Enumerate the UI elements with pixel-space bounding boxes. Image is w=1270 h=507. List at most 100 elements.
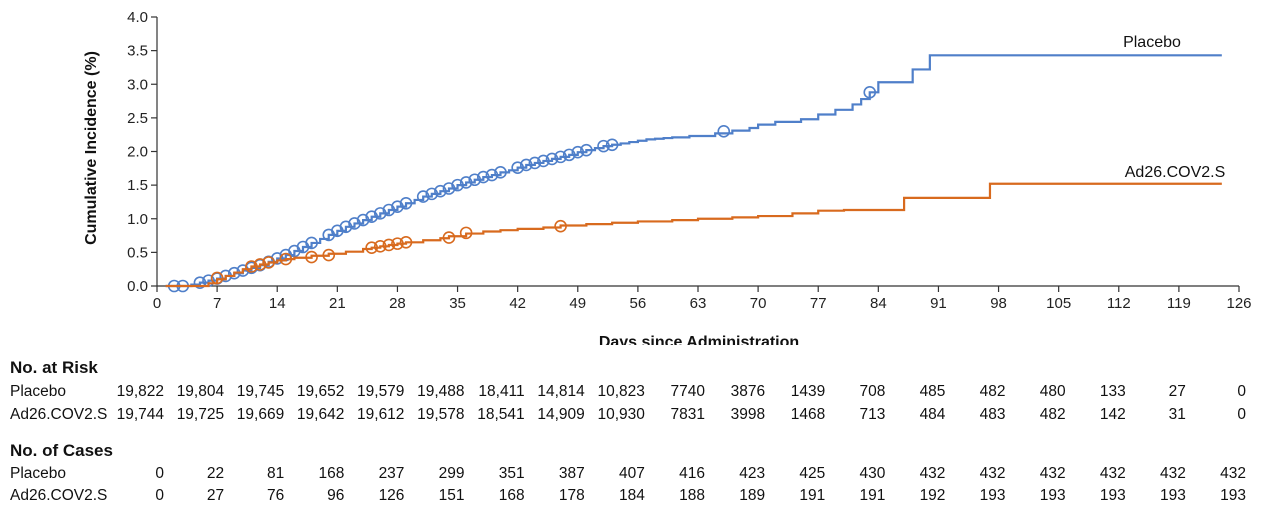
censor-mark-placebo (597, 139, 610, 153)
table-cell: 1439 (790, 383, 826, 400)
table-cell: 19,822 (116, 383, 164, 400)
censor-mark-ad26 (382, 238, 396, 252)
censor-mark-placebo (554, 150, 567, 164)
table-cell: 168 (498, 487, 525, 504)
censor-mark-placebo (425, 187, 439, 201)
table-cell: 3998 (730, 406, 766, 423)
censor-mark-placebo (717, 125, 731, 138)
censor-mark-placebo (562, 148, 576, 162)
table-cell: 184 (619, 487, 645, 504)
table-cell: 432 (1099, 465, 1126, 482)
censor-mark-ad26 (365, 241, 378, 254)
table-cell: 168 (318, 465, 345, 482)
censor-mark-placebo (416, 190, 430, 203)
table-cell: 19,578 (417, 406, 465, 423)
table-cell: 193 (1220, 487, 1246, 504)
table-cell: 27 (206, 487, 225, 504)
censor-mark-placebo (477, 170, 490, 184)
x-tick-label: 84 (870, 295, 887, 312)
cases-table-title: No. of Cases (10, 441, 113, 460)
table-cell: 485 (919, 383, 946, 400)
censor-mark-ad26 (279, 252, 293, 266)
censor-mark-ad26 (459, 226, 473, 240)
censor-mark-ad26 (210, 271, 224, 285)
censor-mark-placebo (451, 178, 464, 192)
series-label-placebo: Placebo (1123, 34, 1181, 51)
risk-row-ad26: Ad26.COV2.S 19,744 19,725 19,669 19,642 19,61… (0, 406, 1270, 426)
table-cell: 432 (919, 465, 946, 482)
censor-mark-placebo (537, 154, 550, 168)
row-label: Ad26.COV2.S (10, 406, 108, 423)
censor-mark-placebo (391, 200, 404, 213)
table-cell: 96 (327, 487, 345, 504)
table-cell: 18,541 (477, 406, 525, 423)
table-cell: 14,909 (537, 406, 585, 423)
censor-mark-ad26 (373, 240, 387, 253)
censor-mark-ad26 (442, 231, 456, 244)
table-cell: 191 (799, 487, 826, 504)
table-cell: 19,744 (116, 406, 164, 423)
table-cell: 22 (206, 465, 225, 482)
x-tick-label: 21 (329, 295, 346, 312)
table-cell: 482 (979, 383, 1006, 400)
x-tick-label: 98 (990, 295, 1007, 312)
risk-table-title: No. at Risk (10, 358, 98, 377)
table-cell: 31 (1168, 406, 1186, 423)
censor-mark-ad26 (253, 258, 267, 271)
table-cell: 192 (919, 487, 946, 504)
y-tick-label: 3.5 (127, 43, 148, 60)
table-cell: 10,823 (597, 383, 645, 400)
x-tick-label: 35 (449, 295, 466, 312)
table-cell: 19,652 (296, 383, 345, 400)
y-axis-label: Cumulative Incidence (%) (83, 51, 100, 245)
risk-row-placebo: Placebo 19,822 19,804 19,745 19,652 19,579 19,… (0, 383, 1270, 403)
x-tick-label: 14 (269, 295, 286, 312)
table-cell: 0 (155, 465, 164, 482)
censor-mark-placebo (348, 217, 361, 230)
x-tick-label: 112 (1107, 295, 1131, 312)
row-label: Ad26.COV2.S (10, 487, 108, 504)
x-tick-label: 7 (213, 295, 221, 312)
censor-mark-placebo (519, 158, 533, 172)
table-cell: 484 (919, 406, 946, 423)
censor-mark-ad26 (262, 256, 275, 269)
table-cell: 480 (1039, 383, 1066, 400)
censor-mark-ad26 (245, 260, 258, 273)
table-cell: 0 (1237, 383, 1246, 400)
censor-mark-placebo (511, 161, 524, 174)
row-label: Placebo (10, 465, 67, 482)
censor-mark-ad26 (322, 248, 336, 262)
x-tick-label: 0 (153, 295, 161, 312)
table-cell: 18,411 (478, 383, 525, 400)
table-cell: 27 (1168, 383, 1186, 400)
table-cell: 482 (1039, 406, 1066, 423)
censor-mark-placebo (605, 138, 619, 152)
table-cell: 14,814 (537, 383, 585, 400)
table-cell: 3876 (730, 383, 766, 400)
table-cell: 193 (1039, 487, 1066, 504)
y-tick-label: 4.0 (127, 9, 148, 26)
table-cell: 407 (619, 465, 645, 482)
censor-mark-placebo (434, 184, 447, 198)
x-axis: 0 7 14 21 28 35 42 49 56 63 70 77 84 91 98 105 112 119 126 (153, 285, 1252, 312)
table-cell: 19,579 (357, 383, 405, 400)
y-tick-label: 0.5 (127, 244, 148, 261)
y-tick-label: 3.0 (127, 76, 148, 93)
table-cell: 416 (679, 465, 705, 482)
table-cell: 432 (1039, 465, 1066, 482)
table-cell: 19,488 (417, 383, 465, 400)
censor-mark-ad26 (305, 250, 318, 264)
x-tick-label: 77 (810, 295, 827, 312)
table-cell: 0 (1237, 406, 1246, 423)
y-tick-label: 2.5 (127, 110, 148, 127)
table-cell: 1468 (790, 406, 826, 423)
table-cell: 19,745 (236, 383, 285, 400)
censor-mark-placebo (305, 236, 318, 250)
table-cell: 423 (739, 465, 766, 482)
series-label-ad26: Ad26.COV2.S (1125, 164, 1226, 181)
table-cell: 142 (1099, 406, 1126, 423)
table-cell: 193 (1099, 487, 1126, 504)
table-cell: 133 (1099, 383, 1126, 400)
table-cell: 81 (266, 465, 285, 482)
table-cell: 432 (979, 465, 1006, 482)
